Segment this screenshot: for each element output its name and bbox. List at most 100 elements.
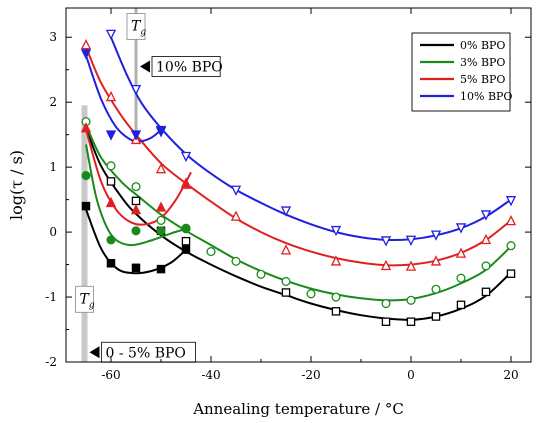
- point-filled-0-bpo: [181, 245, 191, 254]
- point-filled-10-bpo: [155, 125, 167, 137]
- point-filled-3-bpo: [106, 235, 116, 245]
- point-filled-5-bpo: [105, 196, 117, 208]
- x-tick-label: -20: [301, 368, 320, 382]
- point-open-3-bpo: [506, 241, 516, 251]
- point-open-3-bpo: [281, 276, 291, 287]
- x-tick-label: -40: [201, 368, 220, 382]
- point-open-0-bpo: [481, 287, 491, 297]
- fit-curve-low-10-bpo: [85, 55, 162, 143]
- point-open-5-bpo: [330, 255, 342, 266]
- point-open-3-bpo: [331, 292, 341, 302]
- tg-arrow-icon: [140, 60, 150, 73]
- point-open-3-bpo: [406, 295, 416, 305]
- point-open-10-bpo: [280, 206, 292, 217]
- axes: -60 -40 -20 0 20 -2 -1 0 1 2 3: [45, 8, 531, 382]
- point-open-0-bpo: [431, 312, 441, 321]
- point-open-3-bpo: [306, 289, 316, 299]
- x-tick-label: 0: [407, 368, 415, 382]
- point-open-3-bpo: [106, 161, 116, 171]
- point-filled-3-bpo: [181, 223, 191, 233]
- point-open-3-bpo: [206, 247, 216, 257]
- point-filled-5-bpo: [180, 177, 192, 188]
- point-open-5-bpo: [480, 233, 492, 245]
- tg-note-box: [151, 56, 221, 77]
- data-points: [80, 29, 517, 326]
- point-open-5-bpo: [405, 260, 417, 271]
- y-tick-label: 2: [49, 95, 57, 109]
- point-filled-0-bpo: [156, 264, 166, 274]
- tg-label-box: [75, 285, 94, 313]
- point-open-0-bpo: [181, 236, 191, 246]
- tg-note: 0 - 5% BPO: [106, 345, 186, 361]
- point-open-3-bpo: [231, 256, 241, 266]
- point-open-10-bpo: [230, 185, 242, 196]
- point-open-10-bpo: [105, 29, 117, 41]
- point-open-3-bpo: [256, 269, 266, 279]
- tg-label-layer: Tg 10% BPO Tg 0 - 5% BPO: [75, 13, 223, 363]
- point-open-0-bpo: [331, 307, 341, 316]
- point-open-10-bpo: [430, 230, 442, 241]
- point-filled-5-bpo: [130, 203, 142, 215]
- point-open-3-bpo: [156, 215, 166, 225]
- point-open-3-bpo: [131, 182, 141, 192]
- point-open-10-bpo: [380, 236, 392, 247]
- point-open-0-bpo: [106, 177, 116, 186]
- tg-label: Tg: [131, 18, 146, 37]
- point-open-5-bpo: [80, 38, 92, 50]
- point-open-3-bpo: [456, 273, 466, 283]
- point-open-5-bpo: [105, 90, 117, 102]
- fit-curve-low-3-bpo: [85, 144, 187, 247]
- point-open-10-bpo: [455, 223, 467, 234]
- point-open-5-bpo: [230, 210, 242, 221]
- point-filled-5-bpo: [155, 201, 167, 212]
- y-axis-label: log(τ / s): [7, 150, 26, 220]
- tg-arrow-icon: [89, 346, 100, 359]
- point-filled-0-bpo: [106, 259, 116, 268]
- y-tick-label: 0: [49, 225, 57, 239]
- point-open-3-bpo: [431, 284, 441, 294]
- point-open-3-bpo: [481, 261, 491, 271]
- tg-label: Tg: [80, 291, 95, 310]
- legend-label: 10% BPO: [460, 90, 512, 103]
- point-open-10-bpo: [505, 196, 517, 207]
- plot-frame: [65, 7, 532, 363]
- point-open-5-bpo: [380, 259, 392, 271]
- point-open-5-bpo: [155, 163, 167, 174]
- point-filled-10-bpo: [130, 130, 142, 141]
- point-filled-3-bpo: [131, 226, 141, 236]
- legend: 0% BPO 3% BPO 5% BPO 10% BPO: [411, 32, 512, 112]
- x-tick-label: -60: [101, 368, 120, 382]
- legend-label: 0% BPO: [460, 39, 505, 52]
- point-open-0-bpo: [406, 317, 416, 326]
- point-open-10-bpo: [405, 235, 417, 246]
- point-open-10-bpo: [180, 151, 192, 163]
- tg-note: 10% BPO: [156, 59, 223, 75]
- point-filled-0-bpo: [131, 263, 141, 273]
- point-filled-3-bpo: [81, 171, 91, 181]
- point-open-5-bpo: [505, 214, 517, 226]
- point-open-10-bpo: [480, 210, 492, 221]
- fit-curve-low-5-bpo: [85, 129, 192, 226]
- y-tick-label: -1: [45, 290, 57, 304]
- point-filled-10-bpo: [80, 49, 92, 60]
- y-tick-label: 3: [49, 30, 57, 44]
- legend-label: 3% BPO: [460, 56, 505, 69]
- fit-curve-low-0-bpo: [85, 209, 187, 275]
- legend-label: 5% BPO: [460, 73, 505, 86]
- point-open-10-bpo: [130, 84, 142, 96]
- point-open-0-bpo: [281, 288, 291, 297]
- point-filled-5-bpo: [80, 122, 92, 133]
- y-tick-label: -2: [45, 355, 57, 369]
- point-open-5-bpo: [280, 244, 292, 255]
- point-open-0-bpo: [381, 317, 391, 326]
- point-open-0-bpo: [131, 196, 141, 206]
- point-filled-3-bpo: [156, 226, 166, 236]
- point-open-5-bpo: [430, 255, 442, 266]
- x-tick-label: 20: [503, 368, 518, 382]
- point-open-0-bpo: [456, 300, 466, 310]
- point-open-5-bpo: [455, 247, 467, 258]
- tg-label-box: [126, 13, 146, 40]
- point-open-0-bpo: [506, 269, 516, 278]
- point-filled-0-bpo: [81, 201, 91, 211]
